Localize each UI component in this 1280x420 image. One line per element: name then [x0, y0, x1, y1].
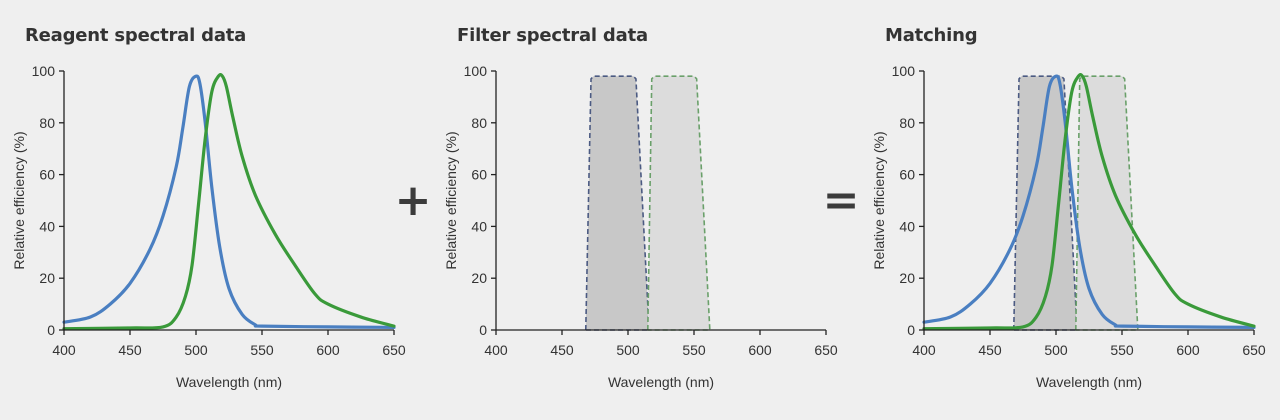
x-tick-label: 500: [616, 342, 640, 358]
y-tick-label: 20: [471, 270, 487, 286]
x-tick-label: 600: [748, 342, 772, 358]
y-tick-label: 80: [899, 115, 915, 131]
plus-operator: +: [395, 175, 432, 226]
chart-title-filter: Filter spectral data: [457, 25, 648, 46]
y-tick-label: 20: [39, 270, 55, 286]
y-tick-label: 0: [907, 322, 915, 338]
y-tick-label: 60: [471, 167, 487, 183]
x-axis-title: Wavelength (nm): [608, 374, 714, 390]
y-tick-label: 100: [32, 63, 56, 79]
y-tick-label: 60: [39, 167, 55, 183]
y-tick-label: 40: [899, 218, 915, 234]
y-tick-label: 40: [471, 218, 487, 234]
x-axis-title: Wavelength (nm): [1036, 374, 1142, 390]
filter-band-1: [584, 75, 650, 331]
filter-band-1: [1012, 75, 1078, 331]
y-tick-label: 80: [39, 115, 55, 131]
y-tick-label: 40: [39, 218, 55, 234]
equals-operator: =: [823, 175, 860, 226]
y-axis-title: Relative efficiency (%): [11, 131, 27, 269]
chart-title-reagent: Reagent spectral data: [25, 25, 247, 46]
spectrum-curve-2: [62, 72, 396, 331]
x-tick-label: 450: [978, 342, 1002, 358]
spectrum-curve-4: [922, 72, 1256, 331]
x-tick-label: 550: [1110, 342, 1134, 358]
y-tick-label: 20: [899, 270, 915, 286]
y-axis-title: Relative efficiency (%): [871, 131, 887, 269]
chart-title-matching: Matching: [885, 25, 978, 46]
chart-panel-2: 0 20 40 60 80 100 400 450 500 550 600 650 Wavelength…: [443, 63, 838, 390]
x-tick-label: 600: [316, 342, 340, 358]
x-tick-label: 450: [118, 342, 142, 358]
x-tick-label: 600: [1176, 342, 1200, 358]
x-tick-label: 400: [912, 342, 936, 358]
x-tick-label: 650: [382, 342, 406, 358]
x-tick-label: 650: [814, 342, 838, 358]
x-tick-label: 400: [52, 342, 76, 358]
filter-band-2: [1075, 75, 1139, 331]
chart-panel-1: 0 20 40 60 80 100 400 450 500 550 600 650 Wavelength…: [11, 63, 406, 390]
series-group: [922, 72, 1256, 331]
y-tick-label: 60: [899, 167, 915, 183]
x-tick-label: 500: [1044, 342, 1068, 358]
series-group: [62, 72, 396, 331]
x-tick-label: 400: [484, 342, 508, 358]
y-tick-label: 0: [479, 322, 487, 338]
y-tick-label: 0: [47, 322, 55, 338]
spectrum-curve-1: [62, 74, 396, 330]
x-tick-label: 500: [184, 342, 208, 358]
series-group: [584, 75, 711, 331]
x-tick-label: 550: [682, 342, 706, 358]
y-tick-label: 80: [471, 115, 487, 131]
filter-band-2: [647, 75, 711, 331]
y-tick-label: 100: [892, 63, 916, 79]
x-tick-label: 550: [250, 342, 274, 358]
x-tick-label: 650: [1242, 342, 1266, 358]
x-axis-title: Wavelength (nm): [176, 374, 282, 390]
y-axis-title: Relative efficiency (%): [443, 131, 459, 269]
chart-panel-3: 0 20 40 60 80 100 400 450 500 550 600 650 Wavelength…: [871, 63, 1266, 390]
spectrum-curve-3: [922, 74, 1256, 330]
y-tick-label: 100: [464, 63, 488, 79]
x-tick-label: 450: [550, 342, 574, 358]
